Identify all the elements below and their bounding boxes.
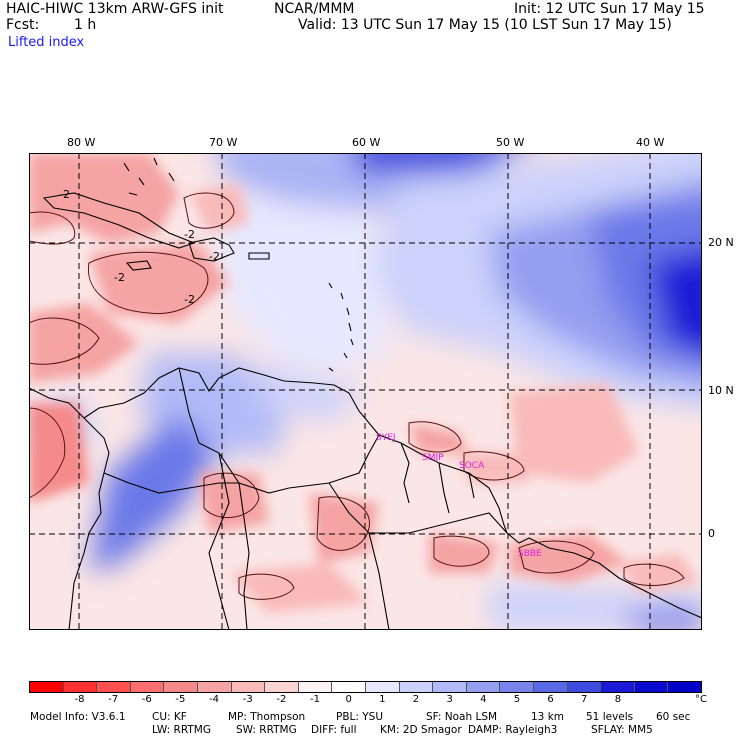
- footer-mp: MP: Thompson: [228, 711, 306, 723]
- field-name: Lifted index: [8, 35, 85, 50]
- colorbar-swatch: [601, 682, 635, 692]
- lon-label-40w: 40 W: [636, 136, 665, 149]
- organization-label: NCAR/MMM: [274, 1, 355, 17]
- footer-diff: DIFF: full: [311, 724, 357, 736]
- lon-label-50w: 50 W: [496, 136, 525, 149]
- contour-label: -2: [209, 250, 220, 263]
- colorbar-swatch: [500, 682, 534, 692]
- lon-label-60w: 60 W: [352, 136, 381, 149]
- colorbar-tick-label: 1: [379, 694, 386, 705]
- colorbar-tick-label: -7: [108, 694, 119, 705]
- lon-label-70w: 70 W: [209, 136, 238, 149]
- contour-label: -2: [184, 293, 195, 306]
- colorbar-tick-label: 4: [480, 694, 487, 705]
- colorbar-swatch: [298, 682, 333, 692]
- forecast-hour: 1 h: [74, 17, 97, 33]
- valid-time: Valid: 13 UTC Sun 17 May 15 (10 LST Sun …: [298, 17, 672, 33]
- colorbar-tick-label: 6: [547, 694, 554, 705]
- colorbar-swatch: [164, 682, 198, 692]
- colorbar-tick-label: 2: [412, 694, 420, 705]
- footer-damp: DAMP: Rayleigh3: [468, 724, 558, 736]
- colorbar-swatch: [466, 682, 501, 692]
- station-label-sbbe: SBBE: [518, 549, 542, 559]
- station-label-syej: SYEJ: [376, 433, 396, 443]
- colorbar-swatch: [668, 682, 701, 692]
- colorbar-tick-label: -6: [141, 694, 152, 705]
- station-label-soca: SOCA: [459, 461, 485, 471]
- footer-resolution: 13 km: [531, 711, 565, 723]
- station-label-smjp: SMJP: [422, 453, 444, 463]
- colorbar-swatch: [97, 682, 131, 692]
- lat-label-20n: 20 N: [708, 236, 734, 249]
- footer-levels: 51 levels: [586, 711, 634, 723]
- colorbar-tick-label: -4: [209, 694, 220, 705]
- colorbar-swatch: [197, 682, 232, 692]
- init-time: Init: 12 UTC Sun 17 May 15: [514, 1, 705, 17]
- colorbar-tick-label: -5: [175, 694, 186, 705]
- colorbar-swatch: [399, 682, 434, 692]
- colorbar-swatch: [63, 682, 98, 692]
- colorbar-tick-label: 8: [614, 694, 622, 705]
- colorbar-tick-label: -3: [242, 694, 253, 705]
- colorbar-tick-label: -8: [74, 694, 85, 705]
- model-title: HAIC-HIWC 13km ARW-GFS init: [6, 1, 224, 17]
- footer-km: KM: 2D Smagor: [380, 724, 462, 736]
- colorbar-swatch: [30, 682, 64, 692]
- lon-label-80w: 80 W: [67, 136, 96, 149]
- colorbar-swatch: [533, 682, 568, 692]
- lifted-index-map: -2 -2 -2 -2 -2 SYEJ SMJP SOCA SBBE: [29, 153, 702, 630]
- lat-label-0: 0: [708, 527, 715, 540]
- colorbar-swatch: [634, 682, 669, 692]
- colorbar-tick-label: 3: [446, 694, 453, 705]
- footer-lw: LW: RRTMG: [152, 724, 211, 736]
- footer-sw: SW: RRTMG: [236, 724, 297, 736]
- colorbar-tick-label: -2: [276, 694, 287, 705]
- footer-sf: SF: Noah LSM: [426, 711, 498, 723]
- colorbar-swatch: [265, 682, 299, 692]
- colorbar-tick-label: 0: [345, 694, 352, 705]
- contour-label: -2: [114, 271, 125, 284]
- colorbar-swatch: [231, 682, 266, 692]
- colorbar: [29, 681, 702, 693]
- footer-sflay: SFLAY: MM5: [591, 724, 653, 736]
- forecast-label: Fcst:: [6, 17, 40, 33]
- colorbar-tick-label: -1: [310, 694, 321, 705]
- footer-cu: CU: KF: [152, 711, 187, 723]
- footer-model-info: Model Info: V3.6.1: [30, 711, 126, 723]
- colorbar-tick-label: 5: [513, 694, 521, 705]
- lat-label-10n: 10 N: [708, 384, 734, 397]
- colorbar-swatch: [332, 682, 366, 692]
- colorbar-swatch: [433, 682, 467, 692]
- colorbar-swatch: [130, 682, 165, 692]
- contour-label: -2: [59, 188, 70, 201]
- colorbar-swatch: [567, 682, 602, 692]
- colorbar-tick-label: 7: [581, 694, 588, 705]
- footer-timestep: 60 sec: [656, 711, 691, 723]
- contour-label: -2: [184, 228, 195, 241]
- colorbar-unit: °C: [695, 694, 707, 705]
- colorbar-swatch: [365, 682, 400, 692]
- footer-pbl: PBL: YSU: [336, 711, 384, 723]
